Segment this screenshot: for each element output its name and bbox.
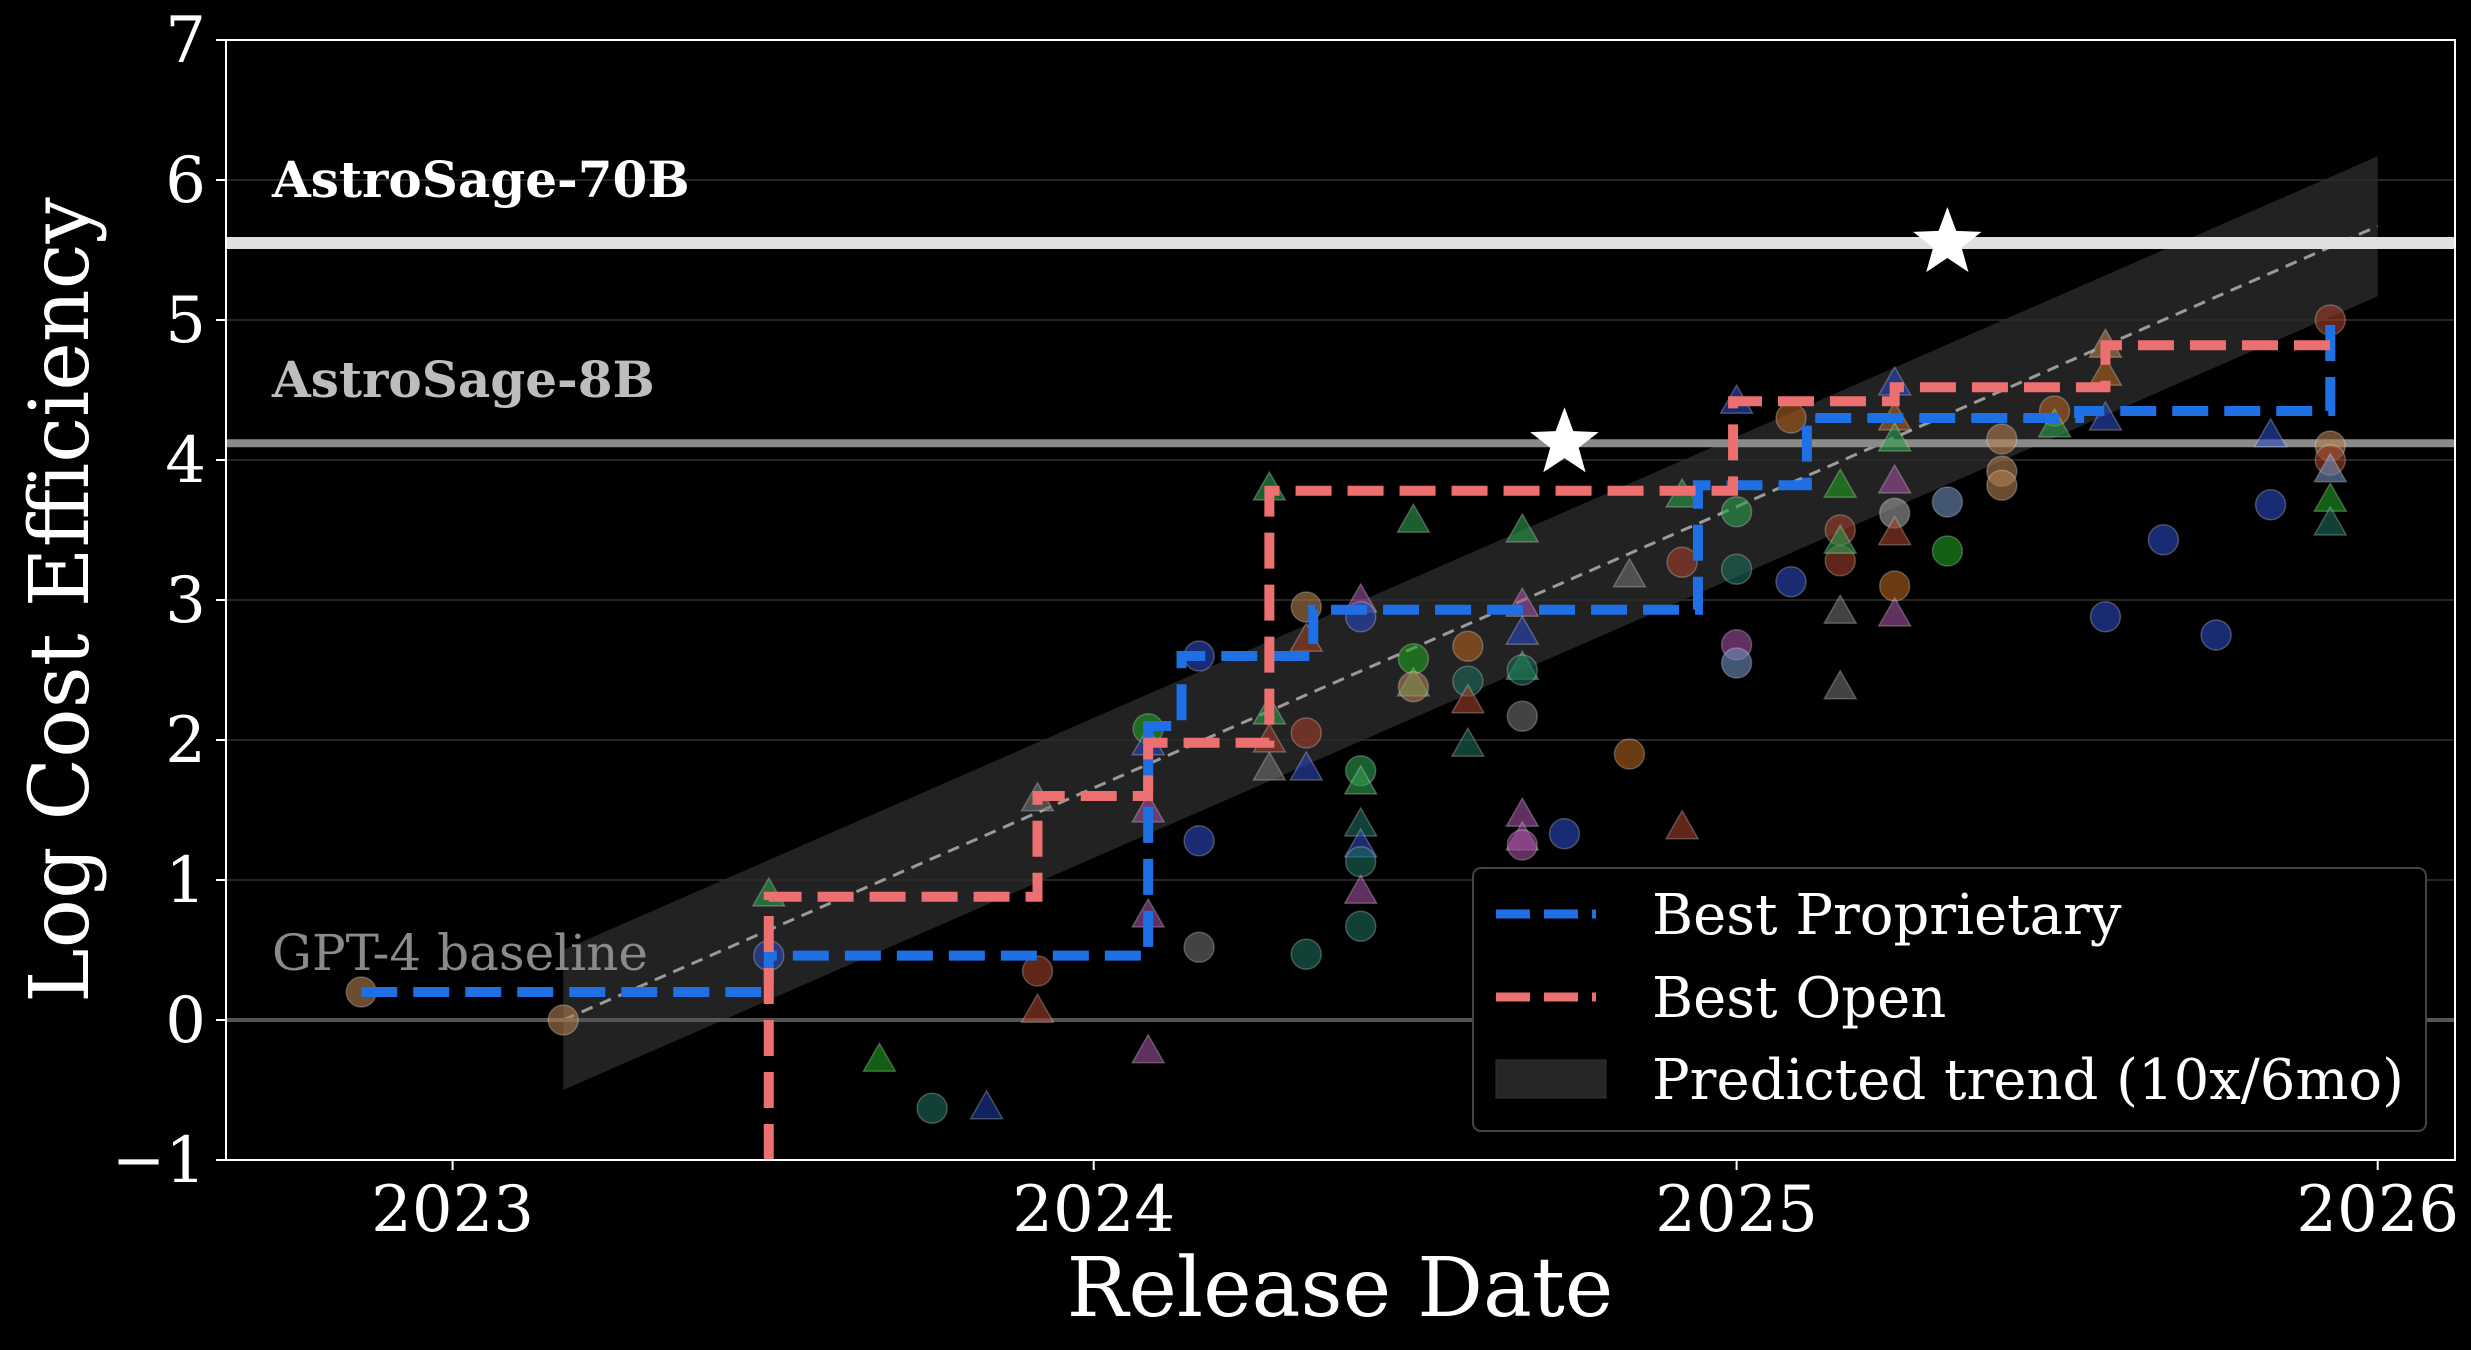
scatter-point-circle: [1666, 546, 1698, 578]
reference-label: AstroSage-8B: [271, 350, 655, 409]
scatter-point-circle: [1344, 846, 1377, 878]
scatter-point-triangle: [1877, 463, 1912, 494]
scatter-point-triangle: [1612, 557, 1647, 588]
scatter-point-triangle: [1450, 683, 1486, 714]
series-line-best-proprietary: [361, 322, 2336, 997]
y-ticks-layer: −1 0 1 2 3 4 5 6 7: [112, 4, 226, 1198]
scatter-point-triangle: [1822, 593, 1858, 624]
trend-line: [562, 224, 2379, 1022]
y-tick-label: 6: [165, 144, 206, 218]
scatter-point-circle: [1548, 818, 1581, 850]
legend-label-trend: Predicted trend (10x/6mo): [1652, 1048, 2404, 1113]
x-ticks-layer: 2023 2024 2025 2026: [371, 1160, 2459, 1247]
series-line-best-open: [763, 340, 2331, 1160]
scatter-point-triangle: [1822, 467, 1858, 498]
legend-label-open: Best Open: [1652, 966, 1946, 1031]
scatter-point-circle: [2089, 601, 2122, 633]
scatter-point-circle: [1021, 955, 1054, 987]
scatter-point-circle: [1344, 910, 1377, 942]
scatter-point-circle: [1720, 553, 1753, 585]
scatter-point-triangle: [1877, 515, 1912, 546]
scatter-point-triangle: [2312, 452, 2348, 483]
scatter-point-circle: [1720, 647, 1753, 679]
scatter-point-circle: [1397, 671, 1430, 703]
x-tick-label: 2024: [1012, 1173, 1175, 1247]
scatter-point-circle: [1290, 717, 1322, 749]
scatter-point-circle: [916, 1092, 948, 1124]
scatter-point-triangle: [1505, 512, 1540, 543]
reference-lines-layer: AstroSage-70B AstroSage-8B GPT-4 baseline: [226, 150, 2455, 1022]
scatter-point-triangle: [1252, 750, 1287, 781]
scatter-point-circle: [1775, 566, 1807, 598]
scatter-point-circle: [1452, 630, 1484, 662]
scatter-point-triangle: [1288, 750, 1324, 781]
y-tick-label: 1: [165, 844, 206, 918]
y-tick-label: 4: [165, 424, 206, 498]
reference-label: GPT-4 baseline: [272, 924, 648, 982]
y-tick-label: 0: [165, 984, 206, 1058]
y-tick-label: 5: [165, 284, 206, 358]
scatter-point-circle: [1986, 423, 2018, 455]
scatter-point-circle: [1506, 700, 1539, 732]
scatter-point-circle: [547, 1004, 579, 1036]
scatter-point-circle: [1183, 825, 1215, 857]
y-tick-label: 7: [165, 4, 206, 78]
scatter-point-triangle: [1130, 1033, 1166, 1064]
scatter-point-triangle: [2253, 417, 2288, 448]
y-tick-label: −1: [112, 1124, 206, 1198]
reference-label: AstroSage-70B: [271, 150, 690, 209]
x-tick-label: 2023: [371, 1173, 534, 1247]
scatter-point-triangle: [1343, 764, 1378, 795]
legend-swatch-trend: [1495, 1059, 1607, 1099]
x-axis-title: Release Date: [1067, 1241, 1614, 1336]
scatter-point-circle: [1720, 496, 1753, 528]
star-marker: [1913, 207, 1982, 273]
legend-label-proprietary: Best Proprietary: [1652, 883, 2122, 948]
scatter-point-triangle: [1877, 596, 1912, 627]
scatter-point-triangle: [1020, 992, 1055, 1023]
scatter-point-triangle: [1822, 669, 1858, 700]
scatter-point-circle: [1290, 938, 1322, 970]
scatter-point-triangle: [1396, 502, 1431, 533]
scatter-point-circle: [2254, 489, 2287, 521]
scatter-point-circle: [2200, 619, 2232, 651]
scatter-point-triangle: [1343, 873, 1378, 904]
scatter-point-circle: [1931, 486, 1964, 518]
scatter-point-triangle: [1822, 523, 1858, 554]
series-layer: [361, 322, 2336, 1160]
scatter-point-circle: [1613, 738, 1646, 770]
x-tick-label: 2026: [2296, 1173, 2459, 1247]
y-axis-title: Log Cost Efficiency: [13, 196, 108, 1002]
scatter-point-triangle: [1450, 726, 1486, 757]
scatter-point-circle: [1986, 469, 2018, 501]
scatter-point-circle: [2147, 524, 2180, 556]
stars-layer: [1530, 207, 1982, 473]
scatter-point-circle: [1506, 654, 1539, 686]
scatter-points-layer: [345, 304, 2348, 1124]
scatter-point-circle: [1775, 402, 1807, 434]
scatter-point-triangle: [862, 1041, 897, 1072]
scatter-point-triangle: [2312, 505, 2348, 536]
legend: Best Proprietary Best Open Predicted tre…: [1472, 867, 2427, 1132]
scatter-point-triangle: [969, 1089, 1004, 1120]
y-tick-label: 3: [165, 564, 206, 638]
legend-frame: [1472, 867, 2427, 1132]
scatter-point-circle: [1931, 535, 1964, 567]
y-tick-label: 2: [165, 704, 206, 778]
scatter-point-triangle: [1664, 809, 1700, 840]
scatter-point-triangle: [1505, 614, 1540, 645]
star-marker: [1530, 407, 1599, 473]
scatter-point-triangle: [1877, 421, 1912, 452]
scatter-point-circle: [1183, 931, 1215, 963]
scatter-point-circle: [1506, 829, 1539, 861]
x-tick-label: 2025: [1655, 1173, 1818, 1247]
